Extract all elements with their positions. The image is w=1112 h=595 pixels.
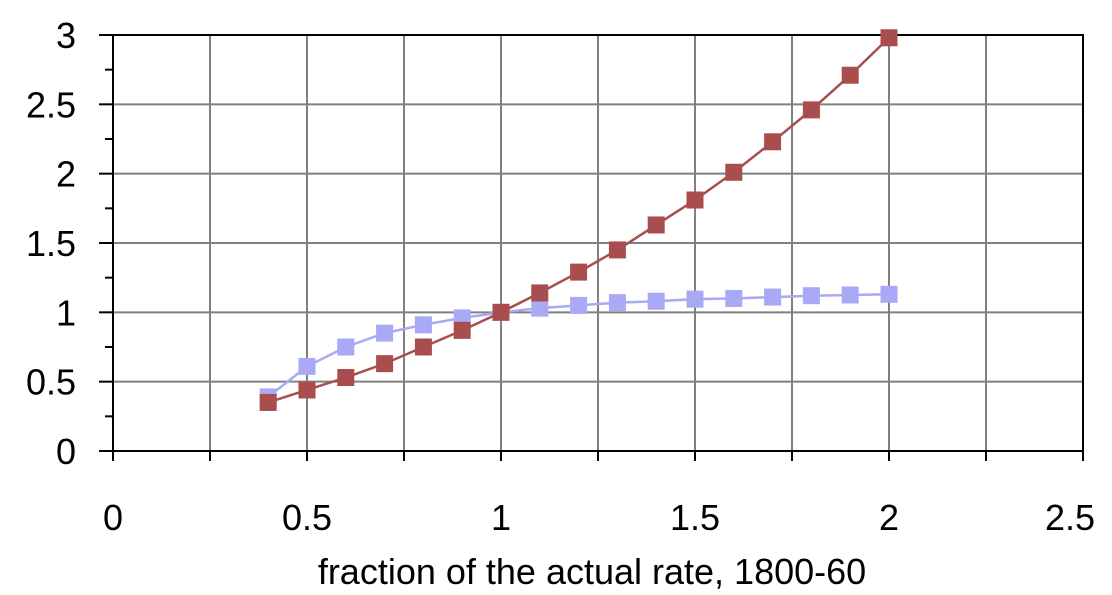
data-point-marker xyxy=(414,316,432,334)
x-tick-label: 2.5 xyxy=(1045,497,1095,538)
data-point-marker xyxy=(880,285,898,303)
data-point-marker xyxy=(686,191,704,209)
y-tick-label: 0.5 xyxy=(26,362,76,403)
axis-ticks xyxy=(99,34,1084,461)
data-point-marker xyxy=(337,369,355,387)
y-tick-label: 3 xyxy=(56,15,76,56)
data-point-marker xyxy=(725,289,743,307)
data-point-marker xyxy=(570,263,588,281)
x-tick-label: 0.5 xyxy=(282,497,332,538)
y-tick-labels: 0 0.5 1 1.5 2 2.5 3 xyxy=(26,15,76,472)
data-point-marker xyxy=(531,284,549,302)
y-tick-label: 1.5 xyxy=(26,223,76,264)
x-tick-labels: 0 0.5 1 1.5 2 2.5 xyxy=(103,497,1095,538)
data-point-marker xyxy=(764,133,782,151)
data-point-marker xyxy=(802,287,820,305)
data-point-marker xyxy=(376,324,394,342)
y-tick-label: 1 xyxy=(56,292,76,333)
x-tick-label: 0 xyxy=(103,497,123,538)
y-tick-label: 2.5 xyxy=(26,84,76,125)
data-point-marker xyxy=(453,321,471,339)
data-point-marker xyxy=(841,66,859,84)
data-point-marker xyxy=(841,286,859,304)
data-point-marker xyxy=(802,101,820,119)
data-point-marker xyxy=(259,393,277,411)
data-point-marker xyxy=(298,357,316,375)
series-1 xyxy=(259,285,898,406)
x-tick-label: 1 xyxy=(491,497,511,538)
data-point-marker xyxy=(531,299,549,317)
y-tick-label: 0 xyxy=(56,431,76,472)
series-layer xyxy=(259,29,898,411)
data-point-marker xyxy=(647,216,665,234)
data-point-marker xyxy=(414,338,432,356)
data-point-marker xyxy=(608,241,626,259)
y-tick-label: 2 xyxy=(56,154,76,195)
data-point-marker xyxy=(686,290,704,308)
data-point-marker xyxy=(492,303,510,321)
data-point-marker xyxy=(608,294,626,312)
data-point-marker xyxy=(298,381,316,399)
data-point-marker xyxy=(337,338,355,356)
x-axis-title: fraction of the actual rate, 1800-60 xyxy=(318,551,866,592)
x-tick-label: 1.5 xyxy=(670,497,720,538)
data-point-marker xyxy=(570,296,588,314)
data-point-marker xyxy=(647,292,665,310)
data-point-marker xyxy=(764,288,782,306)
data-point-marker xyxy=(376,355,394,373)
data-point-marker xyxy=(725,163,743,181)
data-point-marker xyxy=(880,29,898,47)
series-2 xyxy=(259,29,898,411)
x-tick-label: 2 xyxy=(879,497,899,538)
